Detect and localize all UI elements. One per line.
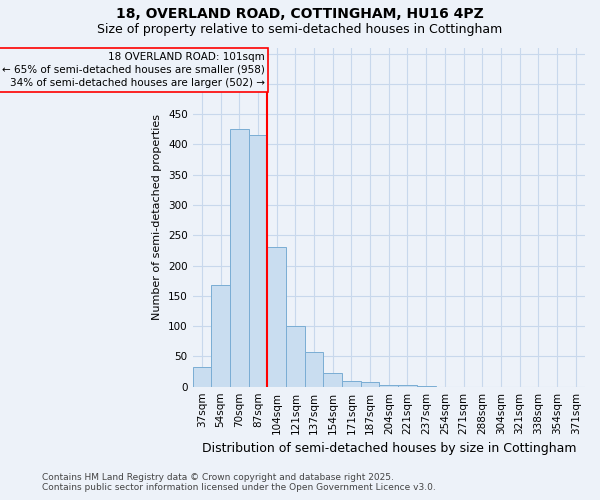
Bar xyxy=(379,385,398,386)
Bar xyxy=(248,136,268,386)
Bar xyxy=(342,380,361,386)
Bar xyxy=(305,352,323,386)
Text: 18, OVERLAND ROAD, COTTINGHAM, HU16 4PZ: 18, OVERLAND ROAD, COTTINGHAM, HU16 4PZ xyxy=(116,8,484,22)
Bar xyxy=(286,326,305,386)
Text: 18 OVERLAND ROAD: 101sqm
← 65% of semi-detached houses are smaller (958)
34% of : 18 OVERLAND ROAD: 101sqm ← 65% of semi-d… xyxy=(2,52,265,88)
X-axis label: Distribution of semi-detached houses by size in Cottingham: Distribution of semi-detached houses by … xyxy=(202,442,576,455)
Bar xyxy=(323,372,342,386)
Text: Size of property relative to semi-detached houses in Cottingham: Size of property relative to semi-detach… xyxy=(97,22,503,36)
Y-axis label: Number of semi-detached properties: Number of semi-detached properties xyxy=(152,114,163,320)
Bar xyxy=(268,248,286,386)
Bar xyxy=(361,382,379,386)
Bar xyxy=(211,285,230,386)
Text: Contains HM Land Registry data © Crown copyright and database right 2025.
Contai: Contains HM Land Registry data © Crown c… xyxy=(42,473,436,492)
Bar xyxy=(230,130,248,386)
Bar xyxy=(193,368,211,386)
